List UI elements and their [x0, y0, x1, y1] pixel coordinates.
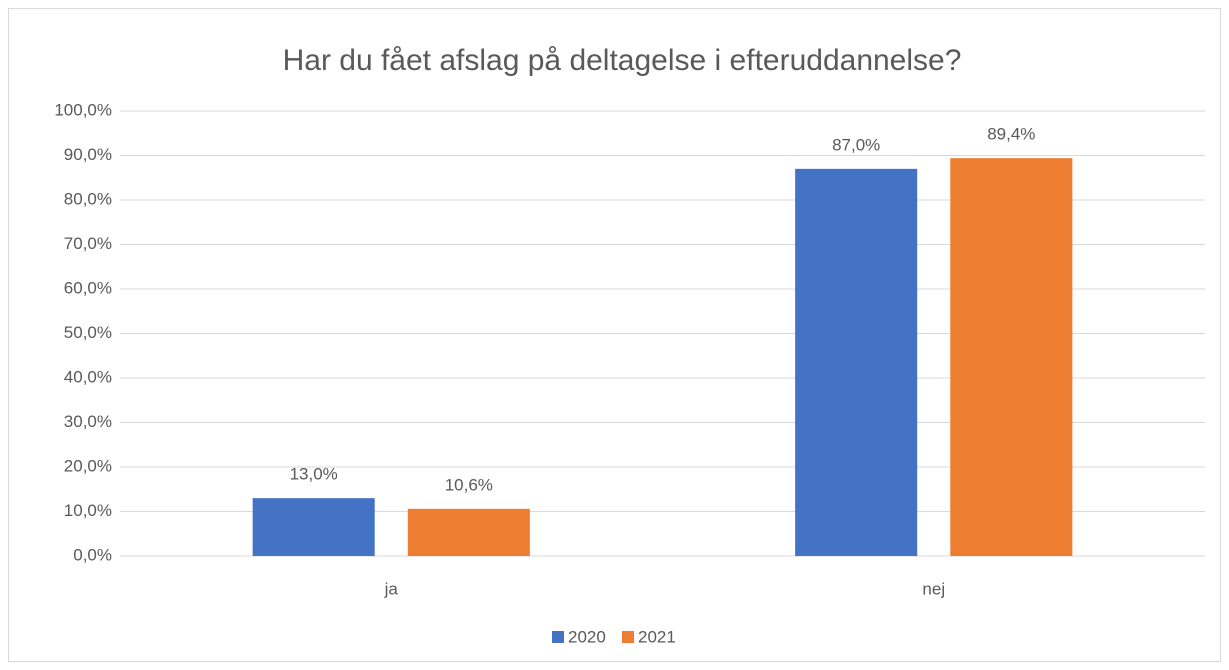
data-label: 13,0% — [290, 465, 338, 484]
bar — [950, 158, 1073, 557]
y-tick-label: 70,0% — [64, 234, 112, 253]
data-label: 87,0% — [832, 135, 880, 154]
y-tick-label: 50,0% — [64, 323, 112, 342]
y-tick-label: 20,0% — [64, 456, 112, 475]
bar — [252, 498, 375, 556]
x-tick-label: nej — [922, 579, 945, 598]
y-tick-label: 80,0% — [64, 189, 112, 208]
y-tick-label: 40,0% — [64, 367, 112, 386]
bar — [795, 168, 918, 556]
legend-swatch — [552, 631, 564, 643]
data-label: 10,6% — [445, 475, 493, 494]
chart-title: Har du fået afslag på deltagelse i efter… — [283, 44, 962, 77]
y-tick-label: 60,0% — [64, 278, 112, 297]
legend-label: 2021 — [638, 627, 676, 646]
data-label: 89,4% — [987, 125, 1035, 144]
y-tick-label: 10,0% — [64, 501, 112, 520]
y-tick-label: 0,0% — [73, 545, 112, 564]
x-tick-label: ja — [384, 579, 399, 598]
legend-label: 2020 — [568, 627, 606, 646]
y-tick-label: 90,0% — [64, 145, 112, 164]
bar — [407, 508, 530, 556]
legend-swatch — [622, 631, 634, 643]
y-tick-label: 30,0% — [64, 412, 112, 431]
y-tick-label: 100,0% — [54, 100, 112, 119]
